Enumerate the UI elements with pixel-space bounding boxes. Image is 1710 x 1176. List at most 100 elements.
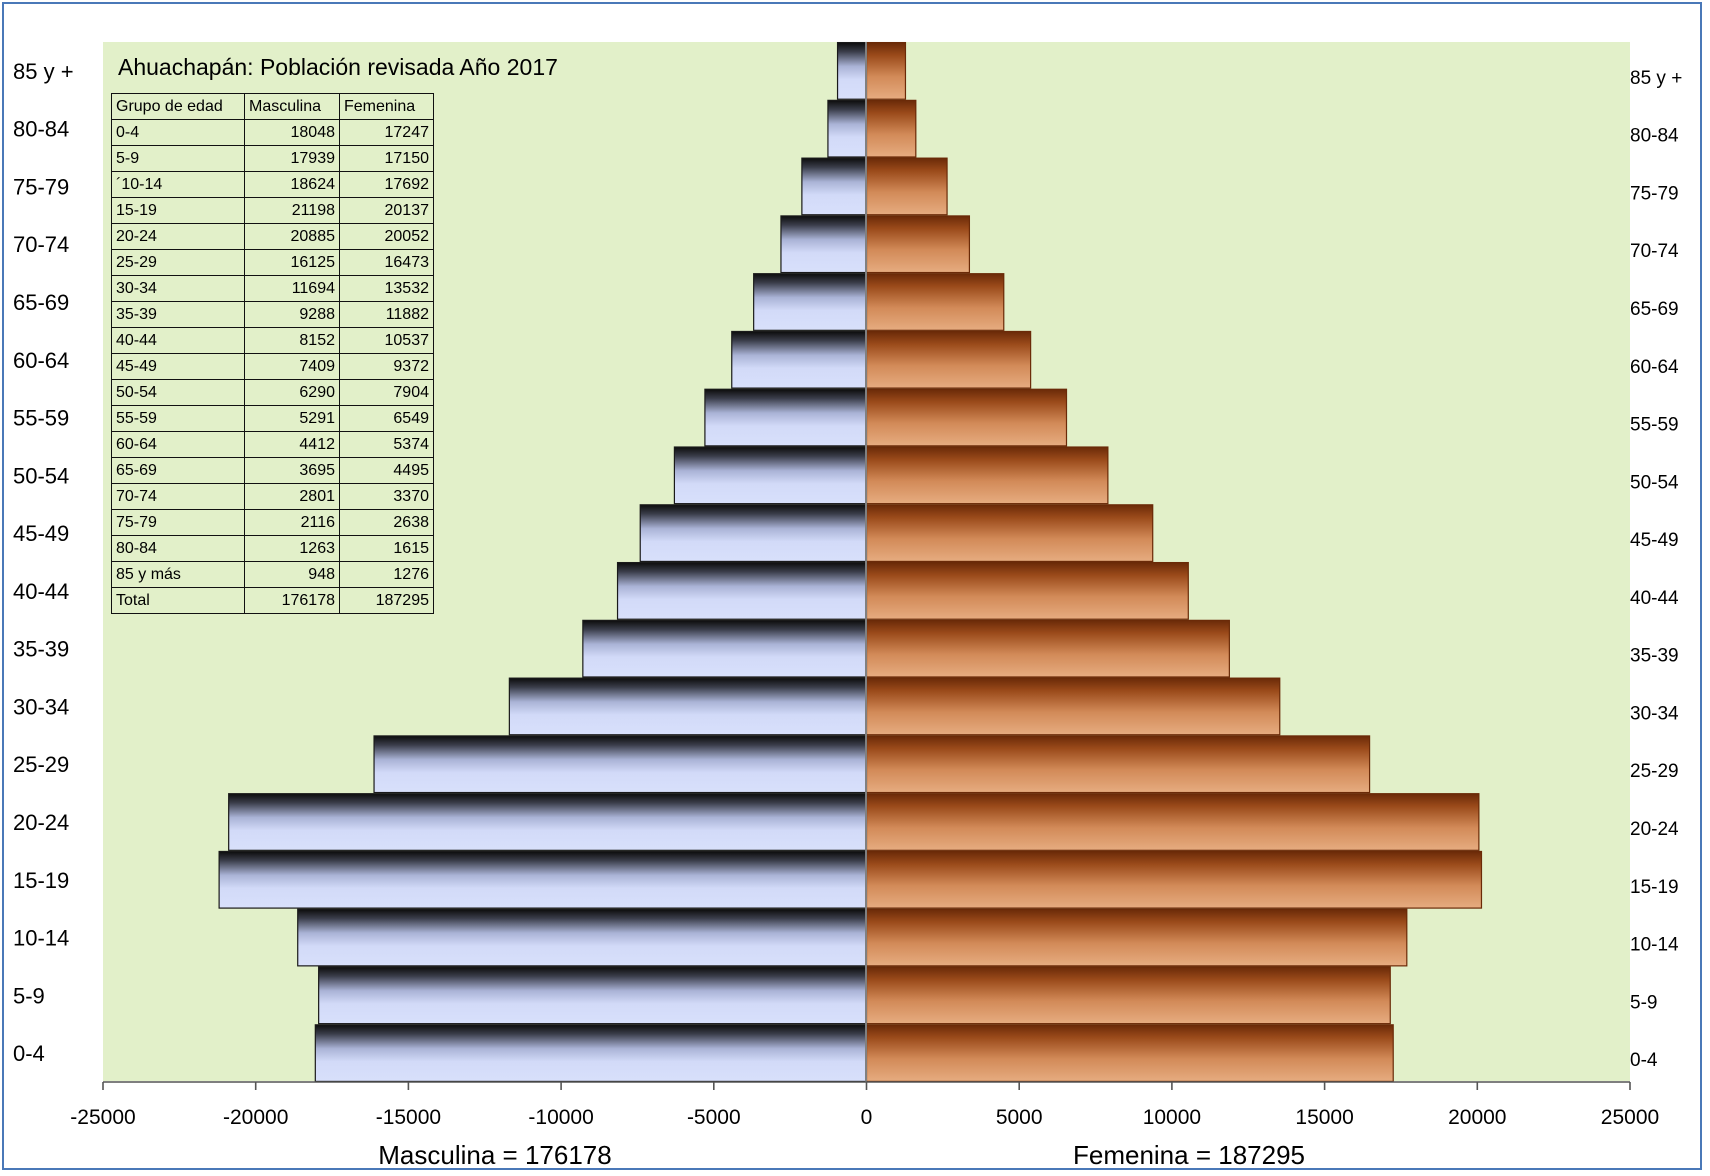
table-cell-group: Total <box>111 587 245 614</box>
bar-femenina-65-69 <box>865 273 1005 331</box>
y-label-left: 5-9 <box>13 983 45 1008</box>
table-cell-masculina: 948 <box>244 561 340 588</box>
bar-femenina-35-39 <box>865 619 1230 678</box>
table-cell-group: 35-39 <box>111 301 245 328</box>
table-cell-masculina: 8152 <box>244 327 340 354</box>
y-label-left: 0-4 <box>13 1041 45 1066</box>
chart-title: Ahuachapán: Población revisada Año 2017 <box>118 54 558 80</box>
table-cell-femenina: 13532 <box>339 275 434 302</box>
table-row: 50-54 6290 7904 <box>111 379 434 406</box>
bar-femenina-40-44 <box>865 561 1189 620</box>
x-tick-label: -15000 <box>376 1106 441 1129</box>
table-cell-group: 0-4 <box>111 119 245 146</box>
bar-masculina-80-84 <box>827 99 868 158</box>
table-cell-masculina: Masculina <box>244 93 340 120</box>
bar-femenina-70-74 <box>865 215 971 274</box>
bar-femenina-5-9 <box>865 966 1391 1025</box>
x-tick-label: -20000 <box>223 1106 288 1129</box>
bar-femenina-85 y + <box>865 41 907 100</box>
y-label-right: 60-64 <box>1630 357 1679 378</box>
bar-femenina-55-59 <box>865 388 1068 447</box>
bar-femenina-20-24 <box>865 793 1480 851</box>
table-row: 40-44 8152 10537 <box>111 327 434 354</box>
table-row: 30-34 11694 13532 <box>111 275 434 302</box>
table-cell-masculina: 6290 <box>244 379 340 406</box>
x-tick-label: -10000 <box>528 1106 593 1129</box>
table-cell-femenina: 1615 <box>339 535 434 562</box>
table-cell-femenina: 16473 <box>339 249 434 276</box>
bar-masculina-35-39 <box>582 619 868 678</box>
table-cell-masculina: 16125 <box>244 249 340 276</box>
table-row: 75-79 2116 2638 <box>111 509 434 536</box>
table-cell-masculina: 21198 <box>244 197 340 224</box>
table-row: 5-9 17939 17150 <box>111 145 434 172</box>
bar-femenina-60-64 <box>865 330 1032 389</box>
table-row: 65-69 3695 4495 <box>111 457 434 484</box>
y-label-left: 65-69 <box>13 290 69 315</box>
table-cell-group: ´10-14 <box>111 171 245 198</box>
table-cell-group: 75-79 <box>111 509 245 536</box>
y-labels-right: 0-4 5-9 10-14 15-19 20-24 25-29 30-34 35-39 40-4… <box>1630 68 1682 1071</box>
y-label-left: 10-14 <box>13 926 69 951</box>
x-tick-label: 20000 <box>1448 1106 1506 1129</box>
table-cell-femenina: 20052 <box>339 223 434 250</box>
table-row: 20-24 20885 20052 <box>111 223 434 250</box>
bar-femenina-25-29 <box>865 735 1371 794</box>
bar-masculina-85 y + <box>836 41 868 100</box>
table-cell-femenina: 17692 <box>339 171 434 198</box>
table-row: 85 y más 948 1276 <box>111 561 434 588</box>
y-labels-left: 0-4 5-9 10-14 15-19 20-24 25-29 30-34 35-39 40-4… <box>13 59 74 1066</box>
table-cell-femenina: 11882 <box>339 301 434 328</box>
table-body: Grupo de edad Masculina Femenina 0-4 18048 17… <box>111 93 434 614</box>
y-label-left: 60-64 <box>13 348 69 373</box>
table-cell-masculina: 4412 <box>244 431 340 458</box>
table-cell-masculina: 176178 <box>244 587 340 614</box>
y-label-left: 30-34 <box>13 694 69 719</box>
table-row: 0-4 18048 17247 <box>111 119 434 146</box>
x-tick-label: -25000 <box>70 1106 135 1129</box>
table-cell-femenina: 9372 <box>339 353 434 380</box>
bar-masculina-20-24 <box>228 793 868 851</box>
table-row: Total 176178 187295 <box>111 587 434 614</box>
table-cell-femenina: 7904 <box>339 379 434 406</box>
bar-femenina-45-49 <box>865 504 1154 563</box>
population-data-table: Grupo de edad Masculina Femenina 0-4 18048 17… <box>111 93 434 614</box>
y-label-left: 45-49 <box>13 521 69 546</box>
bar-masculina-0-4 <box>314 1024 868 1083</box>
table-cell-group: 20-24 <box>111 223 245 250</box>
y-label-right: 30-34 <box>1630 703 1679 724</box>
bar-masculina-55-59 <box>704 388 868 447</box>
bar-masculina-5-9 <box>318 966 868 1025</box>
table-cell-masculina: 2801 <box>244 483 340 510</box>
bar-femenina-15-19 <box>865 850 1483 909</box>
x-tick-label: 15000 <box>1295 1106 1353 1129</box>
table-cell-group: Grupo de edad <box>111 93 245 120</box>
y-label-left: 55-59 <box>13 406 69 431</box>
bar-femenina-50-54 <box>865 446 1109 505</box>
table-cell-group: 25-29 <box>111 249 245 276</box>
table-cell-group: 60-64 <box>111 431 245 458</box>
table-row: 80-84 1263 1615 <box>111 535 434 562</box>
table-cell-femenina: 17150 <box>339 145 434 172</box>
y-label-left: 85 y + <box>13 59 74 84</box>
table-cell-group: 50-54 <box>111 379 245 406</box>
x-axis-label-left: Masculina = 176178 <box>378 1140 611 1170</box>
table-cell-masculina: 2116 <box>244 509 340 536</box>
bar-femenina-75-79 <box>865 157 948 216</box>
y-label-left: 80-84 <box>13 117 69 142</box>
table-row: 15-19 21198 20137 <box>111 197 434 224</box>
x-tick-label: 5000 <box>996 1106 1043 1129</box>
table-cell-femenina: 2638 <box>339 509 434 536</box>
y-label-left: 70-74 <box>13 232 69 257</box>
y-label-right: 35-39 <box>1630 646 1679 667</box>
table-cell-group: 55-59 <box>111 405 245 432</box>
table-row: 70-74 2801 3370 <box>111 483 434 510</box>
bar-masculina-70-74 <box>780 215 868 274</box>
table-cell-group: 45-49 <box>111 353 245 380</box>
table-row: 60-64 4412 5374 <box>111 431 434 458</box>
y-label-right: 50-54 <box>1630 472 1679 493</box>
bar-femenina-0-4 <box>865 1024 1394 1083</box>
table-cell-femenina: 5374 <box>339 431 434 458</box>
